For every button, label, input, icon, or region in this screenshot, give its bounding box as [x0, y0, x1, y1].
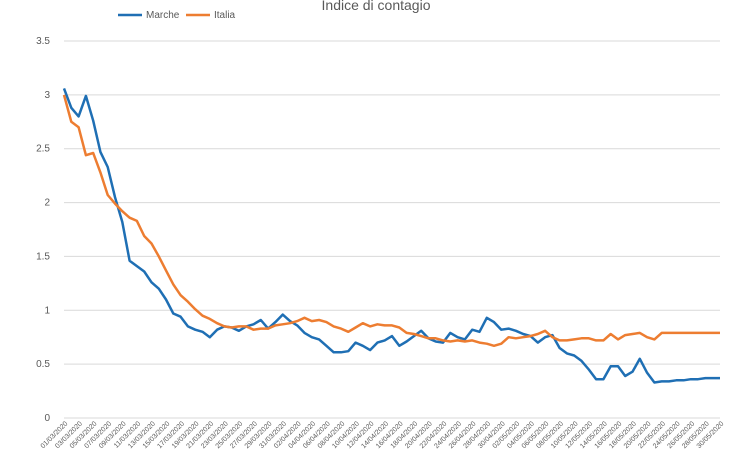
y-tick-label: 1: [44, 305, 50, 316]
y-tick-label: 3.5: [36, 36, 50, 47]
y-tick-label: 2: [44, 198, 50, 209]
legend: Marche Italia: [118, 10, 236, 21]
y-axis-ticks: 0 0.5 1 1.5 2 2.5 3 3.5: [36, 36, 50, 424]
legend-label-marche: Marche: [146, 10, 180, 21]
y-tick-label: 1.5: [36, 251, 50, 262]
series-lines: [62, 87, 720, 384]
legend-label-italia: Italia: [214, 10, 236, 21]
series-line-italia: [62, 94, 720, 348]
x-axis-ticks: 01/03/202003/03/202005/03/202007/03/2020…: [40, 420, 726, 450]
y-tick-label: 0.5: [36, 359, 50, 370]
y-tick-label: 0: [44, 413, 50, 424]
y-tick-label: 3: [44, 90, 50, 101]
series-line-marche: [62, 87, 720, 384]
y-tick-label: 2.5: [36, 144, 50, 155]
gridlines: [64, 40, 720, 419]
chart-title: Indice di contagio: [322, 0, 431, 13]
